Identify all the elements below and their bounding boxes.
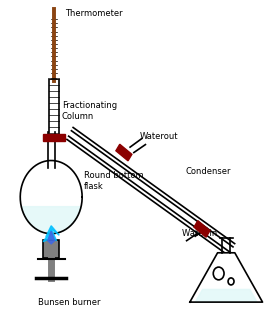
Text: Waterout: Waterout — [140, 132, 178, 141]
Polygon shape — [116, 144, 132, 161]
Text: Condenser: Condenser — [186, 167, 231, 176]
Text: Round bottom
flask: Round bottom flask — [84, 171, 143, 191]
Polygon shape — [190, 253, 262, 302]
Polygon shape — [194, 221, 210, 237]
Polygon shape — [195, 289, 257, 302]
Polygon shape — [21, 207, 81, 234]
Polygon shape — [20, 160, 82, 234]
Text: Bunsen burner: Bunsen burner — [38, 298, 100, 307]
FancyBboxPatch shape — [43, 240, 59, 257]
Polygon shape — [48, 231, 55, 244]
Text: Thermometer: Thermometer — [65, 9, 122, 18]
Text: Water in: Water in — [182, 229, 218, 238]
Text: Fractionating
Column: Fractionating Column — [62, 101, 117, 121]
Polygon shape — [43, 226, 59, 242]
Polygon shape — [43, 134, 65, 141]
